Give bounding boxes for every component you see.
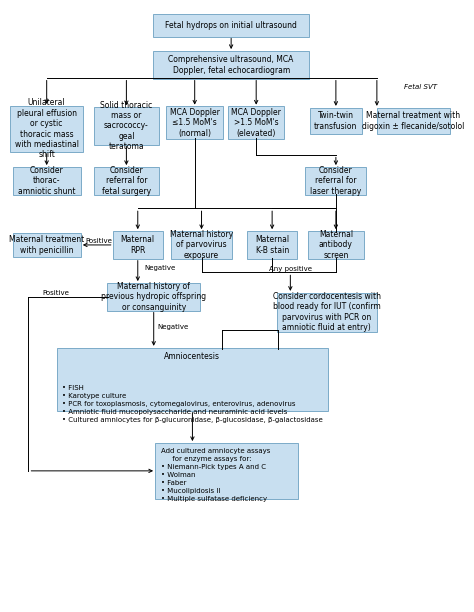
Text: Unilateral
pleural effusion
or cystic
thoracic mass
with mediastinal
shift: Unilateral pleural effusion or cystic th… (15, 99, 79, 159)
Text: Negative: Negative (157, 324, 189, 330)
Text: • FISH
• Karotype culture
• PCR for toxoplasmosis, cytomegalovirus, enterovirus,: • FISH • Karotype culture • PCR for toxo… (62, 386, 322, 424)
Text: Consider
referral for
laser therapy: Consider referral for laser therapy (310, 166, 362, 196)
Text: Maternal history of
previous hydropic offspring
or consanguinity: Maternal history of previous hydropic of… (101, 282, 206, 312)
FancyBboxPatch shape (153, 13, 310, 37)
FancyBboxPatch shape (171, 231, 232, 259)
FancyBboxPatch shape (166, 106, 223, 140)
FancyBboxPatch shape (377, 108, 449, 135)
Text: Amniocentesis: Amniocentesis (164, 351, 220, 360)
FancyBboxPatch shape (93, 107, 159, 145)
Text: Add cultured amniocyte assays
     for enzyme assays for:
• Niemann-Pick types A: Add cultured amniocyte assays for enzyme… (161, 447, 270, 502)
Text: MCA Doppler
>1.5 MoM's
(elevated): MCA Doppler >1.5 MoM's (elevated) (231, 108, 281, 138)
FancyBboxPatch shape (308, 231, 364, 259)
Text: Maternal
K-B stain: Maternal K-B stain (255, 235, 289, 255)
FancyBboxPatch shape (93, 167, 159, 195)
FancyBboxPatch shape (305, 167, 366, 195)
Text: Fetal hydrops on initial ultrasound: Fetal hydrops on initial ultrasound (165, 21, 297, 29)
FancyBboxPatch shape (310, 108, 362, 135)
Text: Twin-twin
transfusion: Twin-twin transfusion (314, 111, 357, 131)
FancyBboxPatch shape (247, 231, 297, 259)
Text: Positive: Positive (42, 290, 69, 296)
Text: Any positive: Any positive (269, 266, 312, 272)
Text: Consider cordocentesis with
blood ready for IUT (confirm
parvovirus with PCR on
: Consider cordocentesis with blood ready … (273, 292, 381, 332)
FancyBboxPatch shape (13, 167, 81, 195)
Text: Solid thoracic
mass or
sacrococcy-
geal
teratoma: Solid thoracic mass or sacrococcy- geal … (100, 100, 153, 151)
FancyBboxPatch shape (153, 51, 310, 79)
FancyBboxPatch shape (10, 106, 83, 152)
Text: MCA Doppler
≤1.5 MoM's
(normal): MCA Doppler ≤1.5 MoM's (normal) (170, 108, 219, 138)
Text: Maternal treatment with
digoxin ± flecanide/sotolol: Maternal treatment with digoxin ± flecan… (362, 111, 465, 131)
Text: Maternal history
of parvovirus
exposure: Maternal history of parvovirus exposure (170, 230, 233, 260)
FancyBboxPatch shape (277, 293, 377, 332)
Text: Consider
thorac-
amniotic shunt: Consider thorac- amniotic shunt (18, 166, 75, 196)
FancyBboxPatch shape (107, 283, 200, 311)
FancyBboxPatch shape (155, 442, 298, 499)
FancyBboxPatch shape (228, 106, 284, 140)
Text: Maternal treatment
with penicillin: Maternal treatment with penicillin (9, 235, 84, 255)
Text: Maternal
antibody
screen: Maternal antibody screen (319, 230, 353, 260)
Text: Positive: Positive (86, 237, 112, 244)
Text: Comprehensive ultrasound, MCA
Doppler, fetal echocardiogram: Comprehensive ultrasound, MCA Doppler, f… (168, 55, 294, 75)
FancyBboxPatch shape (13, 233, 81, 257)
Text: Fetal SVT: Fetal SVT (404, 84, 437, 91)
Text: Maternal
RPR: Maternal RPR (121, 235, 155, 255)
Text: Negative: Negative (145, 265, 176, 271)
FancyBboxPatch shape (113, 231, 163, 259)
Text: Consider
referral for
fetal surgery: Consider referral for fetal surgery (102, 166, 151, 196)
FancyBboxPatch shape (57, 348, 328, 411)
